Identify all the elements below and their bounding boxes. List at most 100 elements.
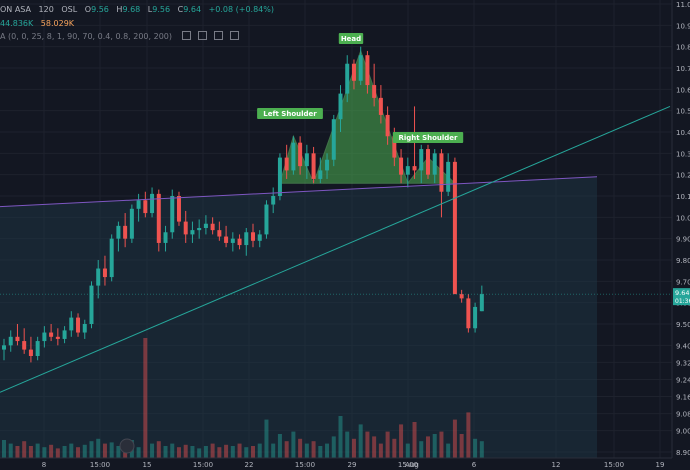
candle-body <box>298 142 303 167</box>
candle-body <box>163 232 168 243</box>
volume-bar <box>76 447 81 458</box>
candle-body <box>89 285 94 324</box>
candle-body <box>331 119 336 160</box>
price-tick-label: 9.32 <box>676 359 690 367</box>
candle-body <box>156 193 161 243</box>
volume-bar <box>102 443 107 458</box>
volume-bar <box>2 440 6 458</box>
time-tick-label: 12 <box>552 461 561 469</box>
volume-bar <box>446 443 451 458</box>
ohlc-open: O9.56 <box>84 5 109 14</box>
candle-body <box>378 97 383 115</box>
volume-bar <box>271 443 276 458</box>
close-icon[interactable] <box>213 31 223 40</box>
volume-bar <box>8 443 13 458</box>
price-tick-label: 10.70 <box>676 65 690 73</box>
candle-body <box>271 196 276 205</box>
candle-body <box>385 114 390 137</box>
candle-body <box>102 268 107 278</box>
candle-body <box>49 332 54 337</box>
volume-bars <box>2 338 484 458</box>
pattern-regions <box>0 49 597 459</box>
volume-bar <box>49 444 54 458</box>
candle-body <box>217 230 222 237</box>
price-tick-label: 10.50 <box>676 108 690 116</box>
volume-bar <box>224 444 229 458</box>
volume-bar <box>318 446 323 458</box>
settings-icon[interactable] <box>197 31 207 40</box>
price-tick-label: 10.60 <box>676 86 690 94</box>
price-tick-label: 10.00 <box>676 214 690 222</box>
volume-bar <box>237 443 242 458</box>
volume-bar <box>210 443 215 458</box>
volume-bar <box>170 443 175 458</box>
candle-body <box>318 170 323 179</box>
candle-body <box>170 196 175 233</box>
price-tick-label: 10.80 <box>676 44 690 52</box>
volume-bar <box>432 434 437 458</box>
candle-body <box>62 330 67 339</box>
time-tick-label: 15:00 <box>295 461 315 469</box>
candle-body <box>197 228 202 231</box>
price-tick-label: 11.00 <box>676 1 690 9</box>
candle-body <box>392 136 397 158</box>
candle-body <box>150 193 155 214</box>
eye-icon[interactable] <box>181 31 191 40</box>
target-region <box>0 176 597 459</box>
time-tick-label: 29 <box>348 461 357 469</box>
volume-bar <box>412 422 417 458</box>
time-tick-label: 19 <box>656 461 665 469</box>
candle-body <box>244 232 249 246</box>
volume-bar <box>351 438 356 458</box>
volume-bar <box>230 446 235 458</box>
time-tick-label: 15:00 <box>90 461 110 469</box>
candle-body <box>284 157 289 171</box>
candle-body <box>338 93 343 120</box>
price-tick-label: 9.50 <box>676 321 690 329</box>
time-tick-label: 8 <box>42 461 46 469</box>
replay-icon[interactable] <box>119 438 135 454</box>
volume-bar <box>264 419 269 458</box>
symbol-name[interactable]: ON ASA <box>0 5 31 14</box>
candle-body <box>230 238 235 243</box>
volume-bar <box>304 443 309 458</box>
volume-bar <box>190 446 195 458</box>
candle-body <box>264 204 269 235</box>
volume-bar <box>136 447 141 458</box>
volume-bar <box>35 443 40 458</box>
volume-bar <box>251 446 256 458</box>
candle-body <box>96 268 101 286</box>
volume-bar <box>392 438 397 458</box>
volume-bar <box>143 338 148 458</box>
candle-body <box>69 317 74 331</box>
volume-bar <box>62 446 67 458</box>
candle-body <box>345 63 350 94</box>
label-left-shoulder: Left Shoulder <box>263 110 317 118</box>
pattern-labels: Left Shoulder Head Right Shoulder <box>257 33 464 143</box>
candle-body <box>129 208 134 239</box>
ohlc-high: H9.68 <box>116 5 141 14</box>
trendline <box>0 105 671 393</box>
candle-body <box>311 153 316 179</box>
interval[interactable]: 120 <box>38 5 54 14</box>
volume-bar <box>298 438 303 458</box>
more-icon[interactable] <box>229 31 239 40</box>
ohlc-close: C9.64 <box>177 5 202 14</box>
candle-body <box>224 236 229 243</box>
candle-body <box>419 149 424 171</box>
ohlc-low: L9.56 <box>147 5 171 14</box>
candles <box>2 46 484 363</box>
price-tick-label: 10.20 <box>676 172 690 180</box>
indicator-params[interactable]: A (0, 0, 25, 8, 1, 90, 70, 0.4, 0.8, 200… <box>0 32 172 41</box>
volume-bar <box>217 447 222 458</box>
price-tick-label: 9.24 <box>676 376 690 384</box>
candle-body <box>143 200 148 214</box>
volume-bar <box>385 431 390 458</box>
candle-body <box>82 324 87 333</box>
volume-bar <box>378 443 383 458</box>
volume-bar <box>277 434 282 458</box>
volume-bar <box>345 431 350 458</box>
candle-body <box>257 234 262 241</box>
